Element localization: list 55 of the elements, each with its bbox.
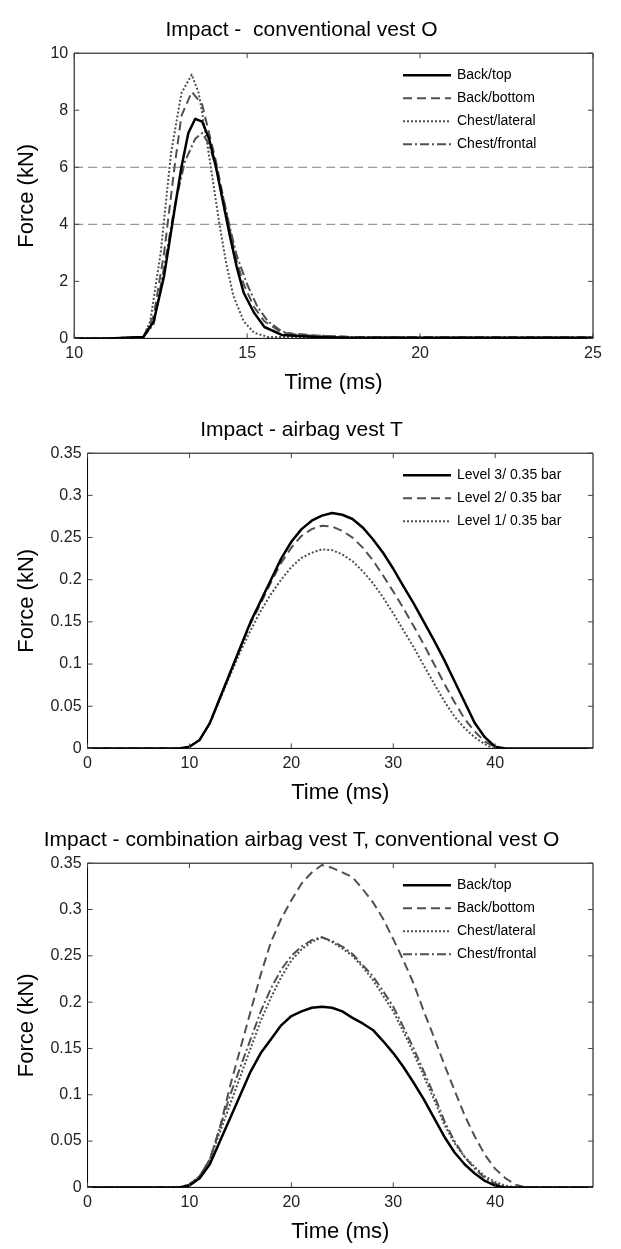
x-tick-label: 30 [384, 1193, 403, 1211]
x-tick-label: 0 [83, 754, 93, 772]
y-axis-title: Force (kN) [13, 973, 39, 1078]
y-tick-label: 0.35 [50, 443, 82, 461]
y-tick-label: 2 [59, 271, 69, 289]
legend-label: Chest/lateral [457, 922, 536, 939]
y-tick-label: 0.1 [59, 654, 82, 672]
x-axis-title: Time (ms) [291, 1217, 390, 1243]
x-tick-label: 20 [282, 1193, 301, 1211]
legend-label: Back/top [457, 876, 512, 893]
y-tick-label: 0.15 [50, 612, 82, 630]
y-tick-label: 8 [59, 100, 69, 118]
y-tick-label: 6 [59, 157, 69, 175]
y-tick-label: 0.2 [59, 992, 82, 1010]
legend-label: Back/bottom [457, 89, 535, 106]
y-tick-label: 0 [59, 328, 69, 346]
legend-label: Chest/lateral [457, 112, 536, 129]
chart-title: Impact - airbag vest T [200, 417, 404, 441]
x-tick-label: 20 [282, 754, 301, 772]
y-tick-label: 0.35 [50, 853, 82, 871]
legend-label: Level 2/ 0.35 bar [457, 489, 562, 506]
legend-label: Back/bottom [457, 899, 535, 916]
x-axis-title: Time (ms) [284, 368, 383, 394]
y-tick-label: 0 [72, 738, 82, 756]
y-tick-label: 0.3 [59, 485, 82, 503]
legend-label: Back/top [457, 66, 512, 83]
x-tick-label: 25 [584, 344, 602, 362]
legend-label: Level 1/ 0.35 bar [457, 512, 562, 529]
x-axis-title: Time (ms) [291, 778, 390, 804]
legend-label: Chest/frontal [457, 135, 537, 152]
y-tick-label: 0.2 [59, 570, 82, 588]
y-tick-label: 0.15 [50, 1038, 82, 1056]
y-tick-label: 0.05 [50, 696, 82, 714]
x-tick-label: 10 [180, 1193, 199, 1211]
x-tick-label: 40 [486, 1193, 505, 1211]
x-tick-label: 30 [384, 754, 403, 772]
legend-label: Level 3/ 0.35 bar [457, 466, 562, 483]
y-tick-label: 0 [72, 1177, 82, 1195]
y-tick-label: 0.3 [59, 899, 82, 917]
chart-title: Impact - combination airbag vest T, conventional vest O [43, 827, 560, 851]
x-tick-label: 40 [486, 754, 505, 772]
x-tick-label: 20 [411, 344, 430, 362]
y-tick-label: 0.05 [50, 1131, 82, 1149]
y-tick-label: 0.25 [50, 527, 82, 545]
x-tick-label: 0 [83, 1193, 93, 1211]
y-axis-title: Force (kN) [13, 548, 39, 653]
y-tick-label: 10 [50, 43, 69, 61]
y-tick-label: 0.1 [59, 1085, 82, 1103]
y-tick-label: 0.25 [50, 946, 82, 964]
y-tick-label: 4 [59, 214, 69, 232]
x-tick-label: 15 [238, 344, 257, 362]
y-axis-title: Force (kN) [13, 143, 39, 248]
x-tick-label: 10 [180, 754, 199, 772]
chart-title: Impact - conventional vest O [165, 17, 438, 41]
legend-label: Chest/frontal [457, 945, 537, 962]
